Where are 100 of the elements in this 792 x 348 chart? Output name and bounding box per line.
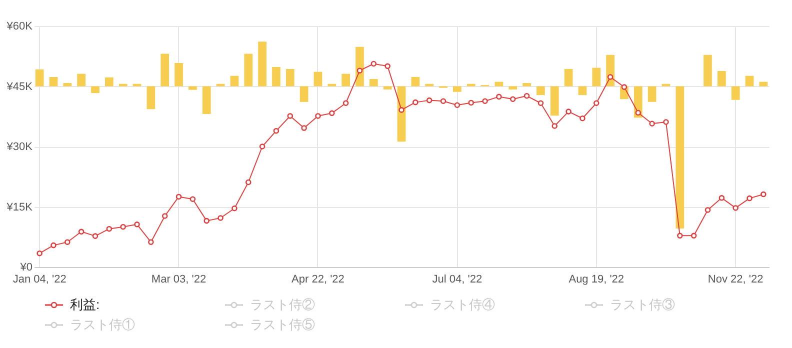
- legend-label: ラスト侍②: [250, 296, 315, 314]
- bar: [759, 82, 768, 86]
- point: [732, 205, 738, 211]
- bar: [160, 54, 170, 86]
- bar: [244, 54, 253, 86]
- point: [78, 228, 84, 235]
- point: [760, 191, 766, 198]
- bar: [118, 84, 128, 86]
- bar: [174, 62, 183, 86]
- point: [315, 113, 321, 119]
- point: [454, 102, 460, 108]
- point: [204, 218, 210, 224]
- point: [301, 125, 307, 131]
- bar: [146, 86, 156, 110]
- point: [259, 144, 266, 150]
- point: [524, 93, 530, 99]
- bar: [328, 84, 336, 86]
- bar: [411, 77, 420, 86]
- bar: [578, 86, 587, 96]
- bar: [383, 86, 392, 90]
- bar: [592, 68, 601, 86]
- bar: [342, 74, 350, 86]
- bar: [369, 79, 378, 86]
- bar: [676, 86, 684, 228]
- bar: [745, 76, 754, 86]
- point: [649, 120, 655, 126]
- point: [746, 195, 752, 202]
- point: [704, 207, 711, 213]
- bar: [300, 86, 308, 102]
- point: [134, 222, 140, 228]
- bar: [104, 77, 114, 86]
- bar: [314, 72, 322, 86]
- bar: [662, 84, 670, 86]
- y-tick-label: ¥60K: [6, 20, 34, 32]
- point: [677, 232, 683, 239]
- point: [398, 107, 404, 113]
- point: [342, 100, 349, 106]
- legend-label: ラスト侍⑤: [250, 316, 315, 334]
- bar: [508, 86, 518, 90]
- point: [106, 226, 112, 232]
- legend-label: ラスト侍③: [610, 296, 675, 314]
- point: [482, 98, 488, 104]
- y-tick-label: ¥45K: [6, 80, 34, 93]
- x-tick-label: Nov 22, '22: [708, 274, 764, 286]
- y-tick-label: ¥0: [19, 262, 32, 274]
- bar: [550, 86, 559, 116]
- point: [36, 250, 42, 256]
- point: [232, 205, 238, 212]
- bar: [522, 83, 531, 86]
- point: [356, 68, 363, 74]
- point: [370, 60, 377, 67]
- point: [538, 100, 544, 106]
- point: [162, 213, 168, 219]
- bar: [494, 82, 504, 86]
- point: [718, 195, 725, 201]
- bar: [704, 54, 712, 86]
- point: [440, 98, 446, 104]
- point: [566, 108, 572, 114]
- point: [92, 233, 98, 239]
- bar: [731, 86, 740, 100]
- point: [245, 179, 252, 186]
- legend-label: ラスト侍④: [430, 296, 495, 314]
- point: [621, 84, 628, 90]
- point: [496, 94, 502, 100]
- point: [190, 196, 196, 202]
- bar: [564, 68, 573, 86]
- point: [426, 97, 432, 104]
- bar: [35, 69, 44, 86]
- bar: [91, 86, 100, 94]
- point: [218, 215, 224, 221]
- point: [635, 110, 642, 116]
- point: [273, 128, 280, 134]
- point: [412, 99, 418, 106]
- point: [607, 74, 614, 80]
- bar: [466, 84, 476, 86]
- y-tick-label: ¥15K: [6, 201, 34, 214]
- bar: [49, 77, 58, 86]
- point: [690, 232, 697, 239]
- bar: [453, 86, 462, 92]
- legend-label: 利益:: [70, 296, 100, 314]
- x-tick-label: Jan 04, '22: [12, 274, 66, 286]
- bar: [536, 86, 545, 96]
- point: [663, 119, 669, 125]
- point: [329, 110, 335, 116]
- point: [468, 100, 474, 106]
- bar: [272, 66, 280, 86]
- point: [287, 113, 294, 119]
- bar: [258, 42, 266, 86]
- bar: [202, 86, 211, 114]
- point: [176, 194, 182, 200]
- point: [384, 63, 390, 70]
- bar: [648, 86, 656, 102]
- x-tick-label: Apr 22, '22: [292, 274, 344, 286]
- legend-label: ラスト侍①: [70, 316, 135, 334]
- bar: [230, 76, 239, 86]
- point: [64, 239, 70, 245]
- point: [580, 116, 586, 122]
- bar: [132, 84, 142, 86]
- bar: [717, 70, 726, 86]
- point: [552, 123, 558, 129]
